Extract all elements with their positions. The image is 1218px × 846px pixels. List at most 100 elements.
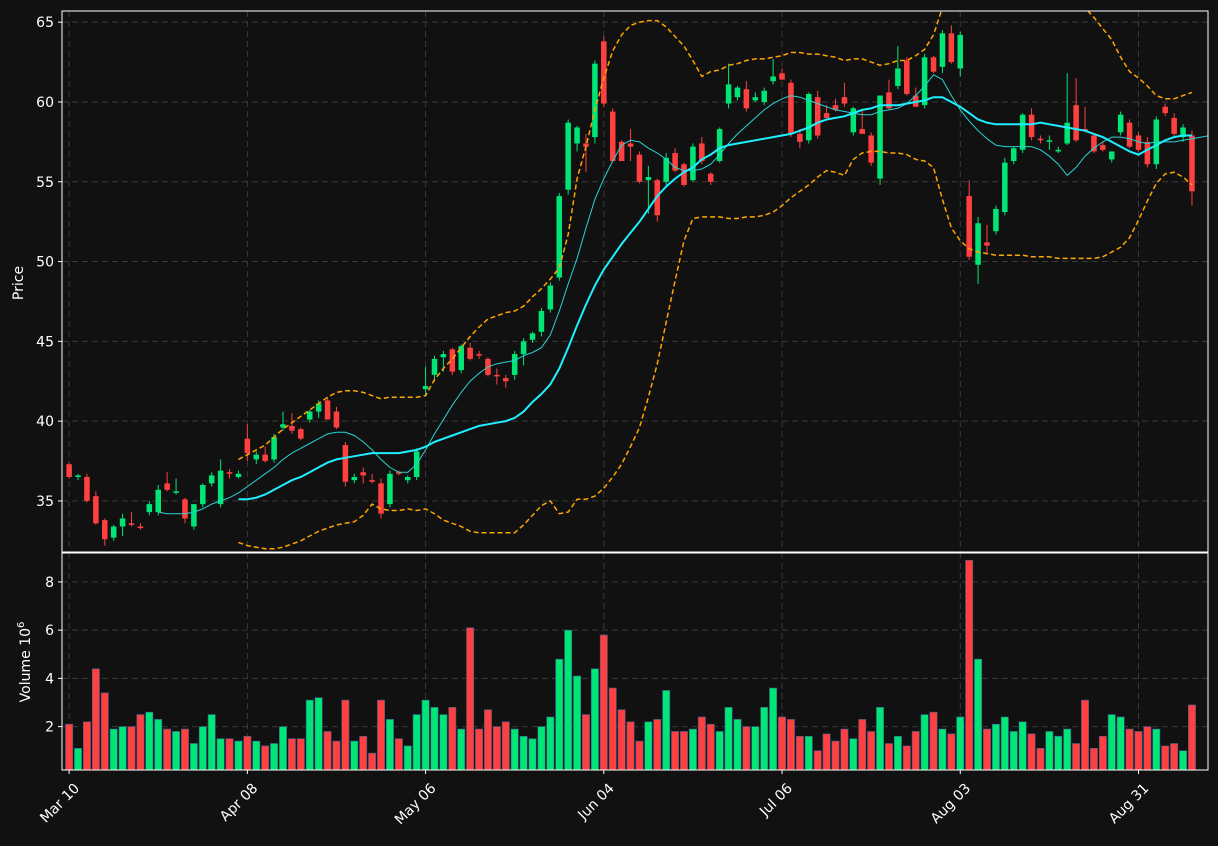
volume-bar [198, 726, 207, 770]
candle-body [984, 242, 990, 246]
candle-body [271, 437, 277, 460]
volume-bar [724, 707, 733, 770]
candle-body [850, 108, 857, 133]
candle-body [1108, 151, 1115, 160]
volume-bar [893, 735, 902, 770]
candle-body [93, 496, 99, 524]
volume-bar [1134, 731, 1143, 770]
volume-bar [1188, 704, 1196, 770]
candle-body [422, 386, 429, 390]
candle-body [289, 425, 295, 431]
candle-body [663, 157, 669, 182]
candle-body [1010, 148, 1017, 162]
volume-bar [1125, 728, 1134, 770]
candle-body [253, 454, 260, 460]
volume-bar [412, 714, 421, 770]
candle-body [298, 429, 304, 439]
volume-bar [608, 687, 617, 770]
volume-bar [279, 726, 287, 770]
volume-bar [555, 658, 564, 770]
volume-bar [688, 728, 697, 770]
candle-body [707, 173, 714, 182]
volume-bar [234, 740, 243, 770]
candle-body [342, 445, 349, 482]
candle-body [939, 33, 946, 67]
candle-body [404, 476, 411, 481]
price-ytick-label: 45 [36, 334, 54, 350]
volume-bar [368, 752, 377, 770]
volume-bar [1072, 743, 1081, 770]
candle-body [699, 143, 705, 162]
candle-body [832, 105, 839, 110]
volume-bar [742, 726, 751, 770]
volume-ytick-label: 4 [45, 671, 54, 687]
candle-body [645, 176, 652, 181]
volume-bar [484, 709, 492, 770]
volume-axis-label: Volume 106 [16, 622, 34, 703]
candle-body [66, 464, 72, 477]
volume-bar [1170, 743, 1179, 770]
volume-bar [671, 731, 680, 770]
volume-bar [804, 735, 813, 770]
volume-panel-frame [61, 552, 1209, 771]
candle-body [957, 34, 964, 69]
volume-bar [91, 668, 100, 770]
volume-bar [617, 709, 626, 770]
candle-body [690, 146, 696, 181]
candle-body [859, 129, 866, 134]
candle-body [583, 143, 589, 147]
volume-bar [947, 733, 956, 770]
volume-bar [466, 627, 475, 770]
candle-body [84, 476, 90, 501]
candle-body [547, 285, 554, 310]
overlay-lines [158, 11, 1208, 550]
volume-bar [965, 559, 974, 770]
volume-bar [430, 707, 439, 770]
volume-bar [546, 716, 555, 770]
candle-body [895, 68, 901, 87]
candle-body [672, 153, 678, 171]
volume-bar [662, 690, 671, 770]
candle-body [191, 504, 197, 527]
volume-bar [697, 716, 706, 770]
candle-body [752, 97, 759, 101]
volume-bar [1098, 735, 1107, 770]
candle-body [387, 473, 393, 505]
candle-body [173, 491, 179, 493]
candle-body [378, 483, 384, 514]
volume-bar [457, 728, 466, 770]
candle-body [449, 349, 456, 372]
volume-bar [359, 735, 368, 770]
candle-body [1002, 162, 1008, 213]
candle-body [467, 347, 473, 359]
candle-body [200, 484, 206, 505]
volume-bar [189, 743, 198, 770]
candle-body [244, 438, 251, 454]
volume-bar [1143, 726, 1152, 770]
candle-body [601, 41, 607, 104]
candle-body [164, 483, 170, 490]
volume-bar [216, 738, 225, 770]
volume-bar [377, 699, 385, 770]
candle-body [877, 95, 883, 179]
candle-body [868, 135, 874, 163]
volume-bar [154, 719, 163, 770]
volume-bar [902, 745, 911, 770]
volume-bar [1089, 747, 1098, 770]
volume-bar [163, 728, 172, 770]
candle-body [529, 333, 536, 340]
candle-body [1180, 127, 1186, 138]
volume-axis-label-power: 6 [16, 622, 27, 628]
price-ytick-label: 35 [36, 494, 54, 510]
volume-bar [421, 699, 430, 770]
volume-bar [136, 714, 145, 770]
volume-bar [510, 728, 519, 770]
candle-body [137, 526, 144, 529]
grid-lines [62, 11, 1208, 770]
candle-body [779, 73, 785, 80]
volume-bar [243, 735, 252, 770]
price-panel-frame [61, 10, 1209, 553]
volume-ytick-label: 8 [45, 575, 54, 591]
candle-body [1144, 141, 1151, 165]
